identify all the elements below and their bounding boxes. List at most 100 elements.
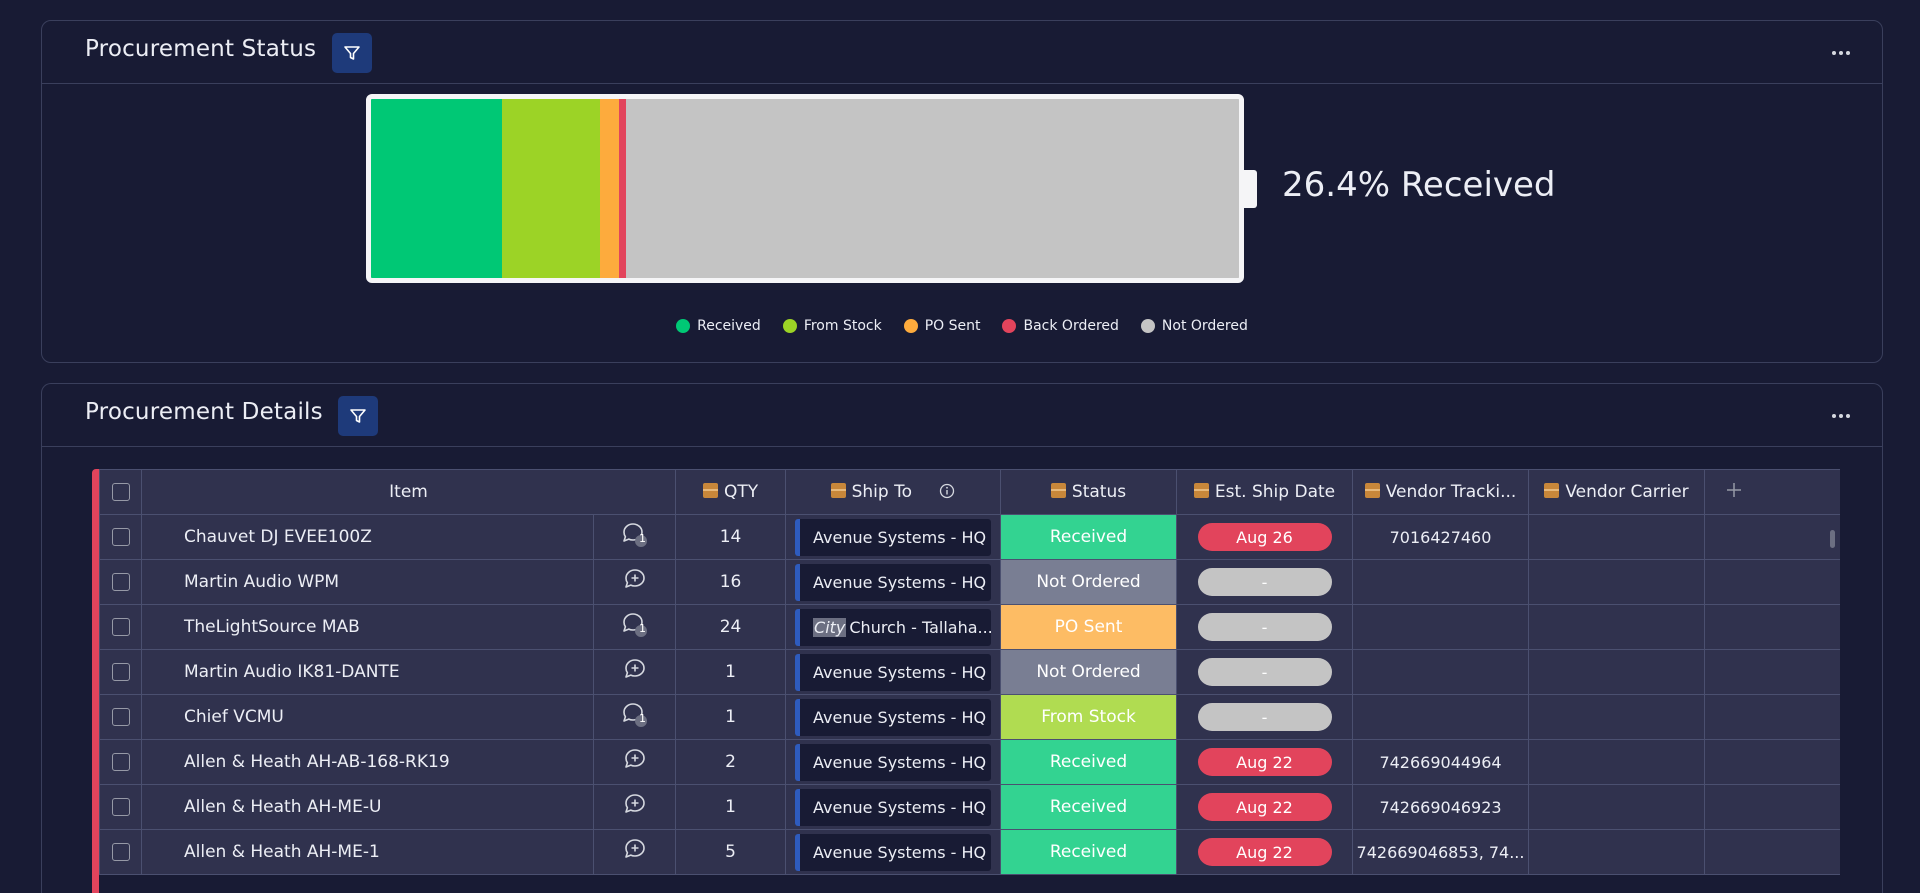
ship-to-cell[interactable]: Avenue Systems - HQ xyxy=(785,514,1002,560)
row-select-cell[interactable] xyxy=(99,829,142,875)
column-header-ship-to[interactable]: Ship To xyxy=(785,469,1002,515)
item-name-cell[interactable]: Martin Audio IK81-DANTE xyxy=(141,649,594,695)
battery-segment-not-ordered[interactable] xyxy=(626,99,1239,278)
est-ship-date-cell[interactable]: - xyxy=(1176,559,1354,605)
column-header-qty[interactable]: QTY xyxy=(675,469,787,515)
ship-to-cell[interactable]: Avenue Systems - HQ xyxy=(785,559,1002,605)
battery-segment-back-ordered[interactable] xyxy=(619,99,627,278)
select-all-checkbox[interactable] xyxy=(111,483,130,501)
status-cell[interactable]: Received xyxy=(1000,514,1178,560)
table-row[interactable]: Martin Audio IK81-DANTE 1 Avenue Systems -… xyxy=(99,649,1840,695)
date-pill[interactable]: Aug 22 xyxy=(1197,748,1332,776)
item-name-cell[interactable]: TheLightSource MAB xyxy=(141,604,594,650)
status-cell[interactable]: Received xyxy=(1000,739,1178,785)
item-name-cell[interactable]: Allen & Heath AH-ME-1 xyxy=(141,829,594,875)
ship-to-chip[interactable]: Avenue Systems - HQ xyxy=(795,563,992,601)
vertical-scrollbar[interactable] xyxy=(1830,530,1835,548)
legend-item[interactable]: Not Ordered xyxy=(1140,318,1248,334)
updates-button[interactable] xyxy=(592,784,677,830)
qty-cell[interactable]: 1 xyxy=(675,694,787,740)
updates-button[interactable]: 1 xyxy=(592,514,677,560)
ship-to-cell[interactable]: Avenue Systems - HQ xyxy=(785,739,1002,785)
vendor-carrier-cell[interactable] xyxy=(1528,829,1706,875)
item-name-cell[interactable]: Allen & Heath AH-ME-U xyxy=(141,784,594,830)
ship-to-chip[interactable]: Avenue Systems - HQ xyxy=(795,653,992,691)
row-checkbox[interactable] xyxy=(111,663,130,681)
row-select-cell[interactable] xyxy=(99,694,142,740)
row-checkbox[interactable] xyxy=(111,798,130,816)
date-pill[interactable]: Aug 22 xyxy=(1197,838,1332,866)
status-cell[interactable]: Not Ordered xyxy=(1000,649,1178,695)
date-pill[interactable]: Aug 22 xyxy=(1197,793,1332,821)
details-filter-button[interactable] xyxy=(338,396,378,436)
status-more-options-button[interactable] xyxy=(1826,33,1856,73)
vendor-carrier-cell[interactable] xyxy=(1528,514,1706,560)
table-row[interactable]: TheLightSource MAB 1 24 City Church - Tallah… xyxy=(99,604,1840,650)
est-ship-date-cell[interactable]: Aug 22 xyxy=(1176,784,1354,830)
qty-cell[interactable]: 24 xyxy=(675,604,787,650)
ship-to-chip[interactable]: City Church - Tallaha... xyxy=(795,608,992,646)
date-pill[interactable]: Aug 26 xyxy=(1197,523,1332,551)
status-cell[interactable]: PO Sent xyxy=(1000,604,1178,650)
status-cell[interactable]: Received xyxy=(1000,784,1178,830)
vendor-tracking-cell[interactable]: 742669046853, 74... xyxy=(1352,829,1530,875)
updates-button[interactable]: 1 xyxy=(592,604,677,650)
ship-to-cell[interactable]: Avenue Systems - HQ xyxy=(785,694,1002,740)
qty-cell[interactable]: 2 xyxy=(675,739,787,785)
updates-button[interactable]: 1 xyxy=(592,694,677,740)
legend-item[interactable]: Back Ordered xyxy=(1002,318,1119,334)
updates-button[interactable] xyxy=(592,559,677,605)
est-ship-date-cell[interactable]: Aug 26 xyxy=(1176,514,1354,560)
table-row[interactable]: Allen & Heath AH-ME-1 5 Avenue Systems - H… xyxy=(99,829,1840,875)
ship-to-cell[interactable]: City Church - Tallaha... xyxy=(785,604,1002,650)
details-more-options-button[interactable] xyxy=(1826,396,1856,436)
item-name-cell[interactable]: Allen & Heath AH-AB-168-RK19 xyxy=(141,739,594,785)
vendor-carrier-cell[interactable] xyxy=(1528,784,1706,830)
ship-to-chip[interactable]: Avenue Systems - HQ xyxy=(795,518,992,556)
vendor-carrier-cell[interactable] xyxy=(1528,559,1706,605)
select-all-header[interactable] xyxy=(99,469,142,515)
table-row[interactable]: Allen & Heath AH-AB-168-RK19 2 Avenue Syst… xyxy=(99,739,1840,785)
vendor-tracking-cell[interactable] xyxy=(1352,559,1530,605)
est-ship-date-cell[interactable]: Aug 22 xyxy=(1176,739,1354,785)
row-select-cell[interactable] xyxy=(99,604,142,650)
vendor-carrier-cell[interactable] xyxy=(1528,739,1706,785)
updates-button[interactable] xyxy=(592,739,677,785)
vendor-tracking-cell[interactable] xyxy=(1352,649,1530,695)
table-row[interactable]: Allen & Heath AH-ME-U 1 Avenue Systems - H… xyxy=(99,784,1840,830)
vendor-carrier-cell[interactable] xyxy=(1528,694,1706,740)
updates-button[interactable] xyxy=(592,649,677,695)
status-cell[interactable]: From Stock xyxy=(1000,694,1178,740)
updates-button[interactable] xyxy=(592,829,677,875)
legend-item[interactable]: PO Sent xyxy=(903,318,980,334)
legend-item[interactable]: Received xyxy=(676,318,761,334)
ship-to-chip[interactable]: Avenue Systems - HQ xyxy=(795,833,992,871)
ship-to-cell[interactable]: Avenue Systems - HQ xyxy=(785,649,1002,695)
row-checkbox[interactable] xyxy=(111,708,130,726)
item-name-cell[interactable]: Martin Audio WPM xyxy=(141,559,594,605)
date-pill[interactable]: - xyxy=(1197,613,1332,641)
vendor-tracking-cell[interactable]: 742669044964 xyxy=(1352,739,1530,785)
ship-to-chip[interactable]: Avenue Systems - HQ xyxy=(795,698,992,736)
status-filter-button[interactable] xyxy=(332,33,372,73)
vendor-tracking-cell[interactable] xyxy=(1352,604,1530,650)
qty-cell[interactable]: 1 xyxy=(675,649,787,695)
ship-to-cell[interactable]: Avenue Systems - HQ xyxy=(785,829,1002,875)
vendor-tracking-cell[interactable]: 742669046923 xyxy=(1352,784,1530,830)
vendor-carrier-cell[interactable] xyxy=(1528,649,1706,695)
battery-segment-po-sent[interactable] xyxy=(600,99,620,278)
vendor-tracking-cell[interactable] xyxy=(1352,694,1530,740)
row-select-cell[interactable] xyxy=(99,649,142,695)
qty-cell[interactable]: 5 xyxy=(675,829,787,875)
status-cell[interactable]: Not Ordered xyxy=(1000,559,1178,605)
column-header-vendor-tracking[interactable]: Vendor Tracki... xyxy=(1352,469,1530,515)
item-name-cell[interactable]: Chief VCMU xyxy=(141,694,594,740)
add-column-button[interactable] xyxy=(1704,469,1840,515)
row-select-cell[interactable] xyxy=(99,739,142,785)
ship-to-chip[interactable]: Avenue Systems - HQ xyxy=(795,743,992,781)
date-pill[interactable]: - xyxy=(1197,658,1332,686)
row-select-cell[interactable] xyxy=(99,514,142,560)
column-header-status[interactable]: Status xyxy=(1000,469,1178,515)
row-select-cell[interactable] xyxy=(99,559,142,605)
vendor-tracking-cell[interactable]: 7016427460 xyxy=(1352,514,1530,560)
